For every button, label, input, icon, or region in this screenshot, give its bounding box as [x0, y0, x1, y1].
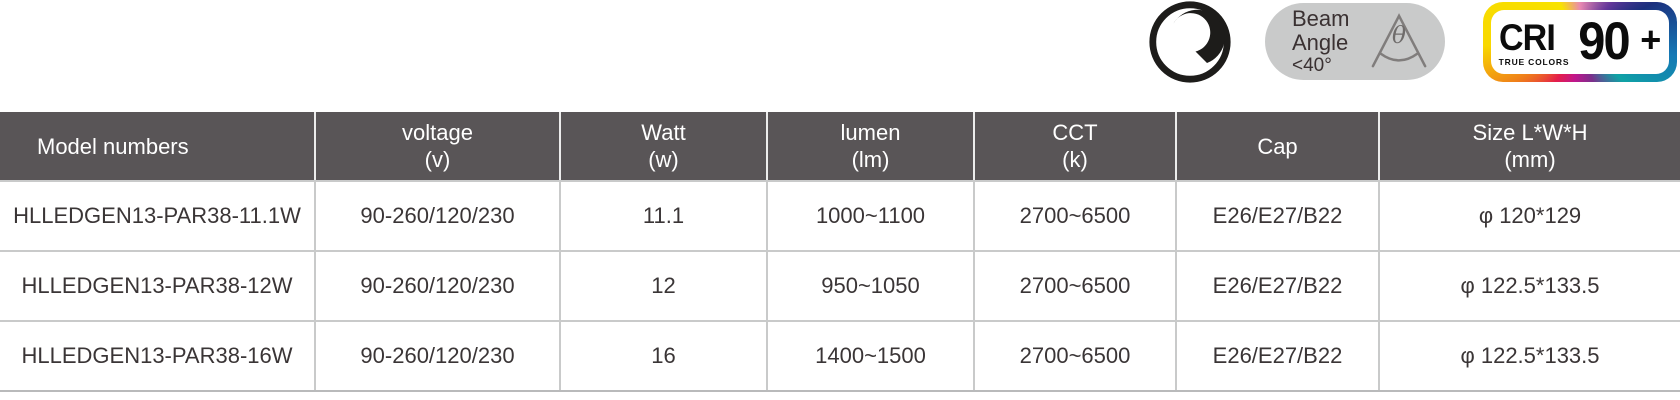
header-label: Cap: [1257, 133, 1298, 159]
header-label: lumen: [840, 120, 901, 145]
theta-symbol: θ: [1392, 22, 1406, 49]
header-size: Size L*W*H (mm): [1380, 112, 1680, 180]
cell-cct: 2700~6500: [975, 182, 1177, 250]
spec-table: Model numbers voltage (v) Watt (w) lumen…: [0, 112, 1680, 392]
cell-size: φ 122.5*133.5: [1460, 273, 1600, 298]
cell-cct: 2700~6500: [975, 252, 1177, 320]
header-model-numbers: Model numbers: [0, 112, 316, 180]
cell-voltage: 90-260/120/230: [316, 182, 561, 250]
header-unit: (v): [424, 147, 451, 172]
cri-badge: CRI TRUE COLORS 90 +: [1483, 2, 1677, 82]
beam-angle-text: Beam Angle <40°: [1292, 5, 1350, 77]
header-label: voltage: [402, 120, 473, 145]
cell-watt: 16: [561, 322, 768, 390]
beam-angle-line2: Angle: [1292, 29, 1349, 55]
feature-badges: Beam Angle <40° θ CRI TRUE COLORS 90 +: [0, 0, 1680, 90]
header-cap: Cap: [1177, 112, 1380, 180]
header-unit: (k): [1062, 147, 1088, 172]
beam-angle-icon: θ: [1371, 13, 1427, 68]
dimmable-icon-svg: [1149, 1, 1231, 83]
header-lumen: lumen (lm): [768, 112, 975, 180]
header-unit: (w): [648, 147, 679, 172]
cri-label: CRI: [1498, 16, 1556, 58]
beam-angle-badge: Beam Angle <40° θ: [1265, 3, 1445, 80]
cell-voltage: 90-260/120/230: [316, 322, 561, 390]
table-header-row: Model numbers voltage (v) Watt (w) lumen…: [0, 112, 1680, 182]
cell-cct: 2700~6500: [975, 322, 1177, 390]
cri-plus-sign: +: [1640, 19, 1662, 60]
beam-angle-line1: Beam: [1292, 5, 1350, 31]
header-label: Watt: [641, 120, 686, 145]
cell-cap: E26/E27/B22: [1177, 322, 1380, 390]
header-unit: (mm): [1504, 147, 1556, 172]
header-label: Model numbers: [37, 133, 189, 159]
table-row: HLLEDGEN13-PAR38-16W 90-260/120/230 16 1…: [0, 322, 1680, 392]
header-label: Size L*W*H: [1472, 120, 1588, 145]
cri-value: 90: [1578, 12, 1631, 71]
cell-lumen: 950~1050: [768, 252, 975, 320]
cell-size: φ 120*129: [1478, 203, 1582, 228]
cell-model: HLLEDGEN13-PAR38-16W: [0, 322, 316, 390]
cell-lumen: 1000~1100: [768, 182, 975, 250]
header-watt: Watt (w): [561, 112, 768, 180]
cri-label-block: CRI TRUE COLORS: [1498, 16, 1570, 67]
header-label: CCT: [1052, 120, 1098, 145]
table-row: HLLEDGEN13-PAR38-11.1W 90-260/120/230 11…: [0, 182, 1680, 252]
beam-angle-value: <40°: [1292, 54, 1332, 76]
cri-subtitle: TRUE COLORS: [1498, 56, 1570, 67]
cell-watt: 12: [561, 252, 768, 320]
cell-size: φ 122.5*133.5: [1460, 343, 1600, 368]
dimmable-icon: [1148, 0, 1232, 84]
cell-watt: 11.1: [561, 182, 768, 250]
cell-model: HLLEDGEN13-PAR38-11.1W: [0, 182, 316, 250]
cell-cap: E26/E27/B22: [1177, 252, 1380, 320]
cri-badge-inner: CRI TRUE COLORS 90 +: [1491, 10, 1669, 74]
cell-model: HLLEDGEN13-PAR38-12W: [0, 252, 316, 320]
cell-lumen: 1400~1500: [768, 322, 975, 390]
header-voltage: voltage (v): [316, 112, 561, 180]
table-row: HLLEDGEN13-PAR38-12W 90-260/120/230 12 9…: [0, 252, 1680, 322]
cell-cap: E26/E27/B22: [1177, 182, 1380, 250]
header-unit: (lm): [851, 147, 890, 172]
cell-voltage: 90-260/120/230: [316, 252, 561, 320]
header-cct: CCT (k): [975, 112, 1177, 180]
